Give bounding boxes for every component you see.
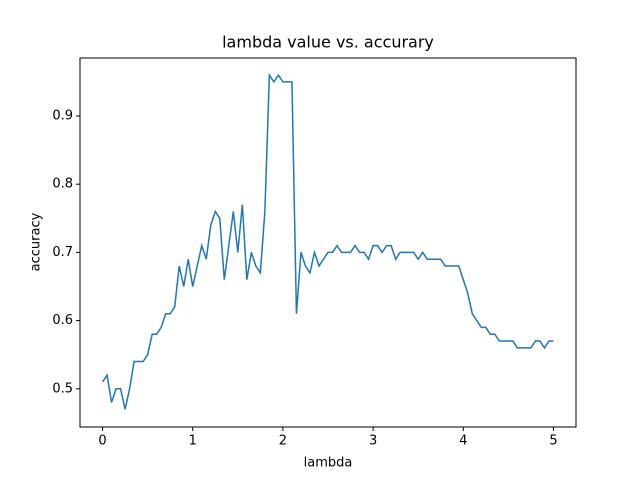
y-tick-label: 0.6 xyxy=(52,313,73,328)
line-series xyxy=(101,72,554,410)
y-tick-label: 0.5 xyxy=(52,381,73,396)
y-tick-label: 0.9 xyxy=(52,108,73,123)
x-tick-label: 2 xyxy=(279,434,287,449)
y-tick-label: 0.8 xyxy=(52,177,73,192)
chart-title: lambda value vs. accurary xyxy=(222,33,434,52)
plot-frame xyxy=(79,57,577,428)
x-axis-label: lambda xyxy=(304,456,353,471)
y-axis-label: accuracy xyxy=(29,212,44,271)
x-tick-label: 1 xyxy=(189,434,197,449)
y-tick-label: 0.7 xyxy=(52,245,73,260)
x-tick-label: 5 xyxy=(549,434,557,449)
x-tick-label: 4 xyxy=(459,434,467,449)
x-tick-label: 0 xyxy=(98,434,106,449)
x-tick-label: 3 xyxy=(369,434,377,449)
